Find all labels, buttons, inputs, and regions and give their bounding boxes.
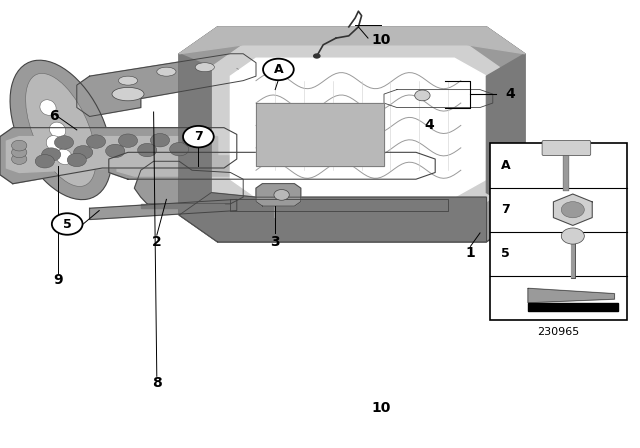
FancyBboxPatch shape	[542, 140, 591, 155]
Circle shape	[118, 134, 138, 147]
Polygon shape	[528, 303, 618, 311]
Text: 4: 4	[506, 87, 515, 101]
Text: 3: 3	[270, 235, 280, 249]
Circle shape	[561, 228, 584, 244]
Circle shape	[86, 135, 106, 148]
Circle shape	[42, 148, 61, 161]
Polygon shape	[230, 58, 486, 197]
Circle shape	[415, 90, 430, 101]
Circle shape	[138, 143, 157, 157]
Text: 2: 2	[152, 235, 162, 249]
Ellipse shape	[112, 87, 144, 101]
Polygon shape	[384, 90, 493, 108]
Circle shape	[12, 140, 27, 151]
Ellipse shape	[157, 67, 176, 76]
Polygon shape	[435, 193, 486, 211]
Circle shape	[313, 53, 321, 59]
Polygon shape	[6, 137, 218, 172]
Ellipse shape	[118, 76, 138, 85]
Polygon shape	[230, 199, 448, 211]
Polygon shape	[256, 103, 384, 166]
Ellipse shape	[49, 122, 66, 138]
Ellipse shape	[40, 100, 56, 115]
Text: 10: 10	[371, 33, 390, 47]
Circle shape	[12, 154, 27, 164]
Text: 7: 7	[194, 130, 203, 143]
Circle shape	[183, 126, 214, 147]
Polygon shape	[0, 128, 237, 184]
Polygon shape	[141, 204, 224, 208]
Text: 6: 6	[49, 109, 60, 124]
Polygon shape	[179, 27, 525, 242]
Text: A: A	[500, 159, 511, 172]
Text: 5: 5	[63, 217, 72, 231]
Text: 5: 5	[501, 247, 510, 260]
Circle shape	[54, 136, 74, 149]
Ellipse shape	[26, 73, 96, 186]
Polygon shape	[179, 54, 211, 215]
Text: 9: 9	[52, 273, 63, 287]
Circle shape	[52, 213, 83, 235]
Polygon shape	[528, 289, 614, 303]
Polygon shape	[486, 54, 525, 215]
Circle shape	[274, 190, 289, 200]
Polygon shape	[256, 184, 301, 206]
Circle shape	[263, 59, 294, 80]
Text: 8: 8	[152, 376, 162, 390]
Text: 4: 4	[424, 118, 434, 133]
Text: 10: 10	[371, 401, 390, 415]
Text: 1: 1	[465, 246, 476, 260]
Ellipse shape	[10, 60, 111, 200]
Polygon shape	[109, 152, 435, 179]
Polygon shape	[179, 27, 525, 54]
FancyBboxPatch shape	[490, 143, 627, 320]
Polygon shape	[90, 199, 237, 220]
Circle shape	[150, 134, 170, 147]
Polygon shape	[134, 161, 243, 204]
Circle shape	[35, 155, 54, 168]
Text: 230965: 230965	[537, 327, 580, 336]
Circle shape	[74, 146, 93, 159]
Circle shape	[106, 144, 125, 158]
Text: A: A	[273, 63, 284, 76]
Circle shape	[12, 147, 27, 158]
Polygon shape	[554, 194, 592, 225]
Circle shape	[182, 133, 202, 146]
Ellipse shape	[496, 202, 528, 228]
Text: 7: 7	[501, 203, 510, 216]
Polygon shape	[117, 156, 426, 176]
Circle shape	[170, 142, 189, 156]
Circle shape	[561, 202, 584, 218]
Circle shape	[67, 153, 86, 167]
Ellipse shape	[195, 63, 214, 72]
Ellipse shape	[56, 149, 72, 164]
Polygon shape	[211, 45, 499, 215]
Ellipse shape	[46, 136, 63, 151]
Polygon shape	[77, 54, 256, 116]
Polygon shape	[179, 193, 486, 242]
